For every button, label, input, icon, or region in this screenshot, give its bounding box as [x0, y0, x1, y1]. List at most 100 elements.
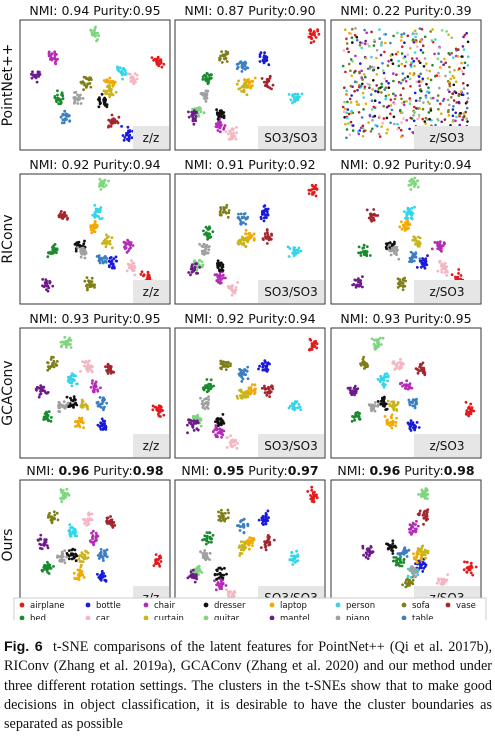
point	[356, 88, 359, 92]
point	[358, 412, 361, 416]
point	[244, 222, 248, 226]
legend-item: car	[85, 614, 110, 620]
point	[224, 365, 228, 368]
point	[79, 370, 82, 373]
point	[296, 559, 300, 563]
point	[98, 396, 102, 399]
point	[105, 401, 109, 405]
point	[359, 84, 363, 88]
point	[189, 570, 193, 574]
point	[63, 561, 67, 565]
point	[251, 537, 255, 541]
point	[203, 549, 207, 552]
rotation-tag-bg	[258, 280, 324, 303]
point	[108, 76, 112, 80]
point	[403, 276, 406, 280]
point	[311, 491, 315, 495]
point	[219, 423, 223, 427]
point	[218, 130, 222, 134]
point	[218, 572, 222, 575]
point	[401, 72, 405, 75]
point	[296, 98, 300, 102]
point	[406, 384, 409, 387]
point	[351, 283, 354, 287]
point	[412, 552, 415, 556]
point	[405, 555, 409, 558]
figure-number: Fig. 6	[4, 639, 43, 656]
point	[216, 421, 220, 425]
point	[349, 69, 352, 73]
point	[235, 446, 239, 450]
point	[413, 185, 416, 189]
point	[437, 119, 440, 122]
point	[451, 108, 455, 111]
point	[412, 255, 416, 259]
point	[260, 386, 264, 390]
point	[100, 417, 104, 421]
point	[380, 125, 383, 128]
point	[426, 508, 430, 511]
point	[89, 28, 93, 32]
point	[237, 87, 241, 91]
point	[422, 366, 426, 370]
point	[384, 41, 387, 45]
point	[219, 519, 223, 523]
point	[384, 245, 388, 249]
point	[94, 385, 98, 388]
point	[371, 127, 374, 131]
point	[263, 540, 266, 544]
point	[157, 63, 160, 67]
point	[292, 403, 296, 407]
point	[36, 385, 39, 389]
point	[219, 281, 223, 285]
legend-swatch	[143, 615, 149, 620]
point	[105, 516, 109, 520]
metric-header: NMI: 0.93 Purity:0.95	[29, 311, 160, 326]
point	[64, 405, 68, 409]
point	[82, 404, 85, 407]
point	[416, 568, 420, 572]
point	[442, 97, 446, 101]
point	[394, 362, 397, 366]
point	[113, 524, 117, 527]
point	[75, 382, 78, 386]
point	[91, 365, 94, 369]
point	[204, 77, 207, 81]
point	[438, 245, 441, 249]
point	[404, 60, 408, 64]
point	[220, 50, 224, 53]
tsne-panel: NMI: 0.92 Purity:0.94z/SO3	[330, 157, 482, 305]
point	[344, 122, 347, 126]
point	[156, 57, 160, 60]
point	[358, 284, 361, 288]
point	[243, 78, 246, 82]
point	[350, 36, 354, 39]
point	[395, 416, 398, 420]
point	[440, 249, 443, 253]
point	[397, 563, 400, 567]
point	[62, 400, 66, 404]
point	[451, 114, 455, 118]
point	[77, 416, 81, 420]
point	[121, 134, 125, 137]
point	[205, 531, 209, 534]
point	[82, 426, 85, 430]
point	[56, 89, 59, 93]
point	[243, 85, 247, 89]
point	[110, 246, 114, 250]
point	[364, 39, 368, 43]
point	[380, 44, 383, 47]
point	[67, 375, 70, 379]
point	[399, 128, 403, 132]
point	[418, 563, 422, 567]
point	[314, 493, 318, 497]
point	[93, 283, 96, 287]
point	[200, 402, 204, 406]
point	[356, 38, 359, 42]
point	[61, 213, 65, 217]
point	[77, 240, 81, 244]
point	[218, 210, 222, 214]
point	[60, 121, 64, 125]
point	[67, 554, 71, 558]
point	[228, 441, 232, 444]
